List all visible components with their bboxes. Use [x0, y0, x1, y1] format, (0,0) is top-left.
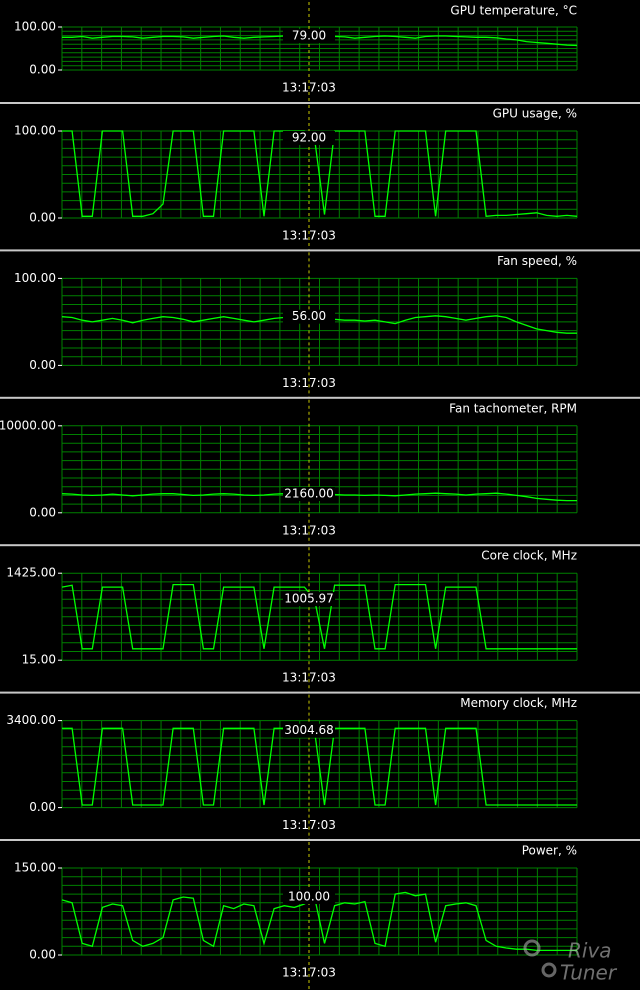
chart-title: Power, %	[522, 844, 577, 858]
y-tick-label: 0.00	[29, 800, 56, 814]
y-tick-label: 100.00	[14, 124, 56, 138]
cursor-value: 56.00	[292, 309, 326, 323]
cursor-value: 2160.00	[284, 487, 334, 501]
chart-title: Fan tachometer, RPM	[449, 401, 577, 415]
cursor-time: 13:17:03	[282, 818, 336, 832]
cursor-value: 3004.68	[284, 723, 334, 737]
chart-title: Fan speed, %	[497, 254, 577, 268]
chart-title: GPU usage, %	[493, 107, 577, 121]
panel-separator	[0, 839, 640, 841]
cursor-time: 13:17:03	[282, 229, 336, 243]
chart-title: Memory clock, MHz	[460, 696, 577, 710]
cursor-value: 92.00	[292, 130, 326, 144]
y-tick-label: 0.00	[29, 63, 56, 77]
cursor-value: 100.00	[288, 890, 330, 904]
y-tick-label: 15.00	[22, 653, 56, 667]
y-tick-label: 0.00	[29, 948, 56, 962]
y-tick-label: 100.00	[14, 271, 56, 285]
cursor-label-bg	[283, 309, 335, 324]
y-tick-label: 3400.00	[6, 713, 56, 727]
panel-separator	[0, 396, 640, 399]
y-tick-label: 150.00	[14, 861, 56, 875]
cursor-label-bg	[283, 723, 335, 738]
panel-separator	[0, 249, 640, 252]
data-line	[61, 891, 577, 952]
cursor-time: 13:17:03	[282, 671, 336, 685]
panel-separator	[0, 544, 640, 547]
y-tick-label: 0.00	[29, 211, 56, 225]
data-line	[62, 130, 578, 218]
data-line	[62, 727, 577, 806]
cursor-time: 13:17:03	[282, 376, 336, 390]
y-tick-label: 1425.00	[6, 566, 56, 580]
panel-separator	[0, 102, 640, 104]
cursor-label-bg	[283, 592, 335, 607]
cursor-time: 13:17:03	[282, 966, 336, 980]
y-tick-label: 10000.00	[0, 418, 56, 432]
cursor-time: 13:17:03	[282, 523, 336, 537]
y-tick-label: 100.00	[14, 20, 56, 34]
gear-icon	[541, 962, 557, 978]
y-tick-label: 0.00	[29, 358, 56, 372]
chart-title: Core clock, MHz	[481, 549, 577, 563]
cursor-value: 79.00	[292, 29, 326, 43]
cursor-label-bg	[283, 130, 335, 145]
watermark-text: Tuner	[560, 961, 618, 985]
chart-title: GPU temperature, °C	[450, 4, 577, 18]
cursor-label-bg	[283, 29, 335, 44]
panel-separator	[0, 691, 640, 694]
cursor-label-bg	[283, 487, 335, 502]
cursor-time: 13:17:03	[282, 81, 336, 95]
watermark: Riva Tuner	[523, 939, 618, 985]
data-line	[61, 583, 577, 650]
watermark-text: Riva	[568, 939, 612, 963]
gear-icon	[523, 939, 541, 957]
cursor-label-bg	[283, 890, 335, 904]
cursor-value: 1005.97	[284, 592, 334, 606]
y-tick-label: 0.00	[29, 505, 56, 519]
